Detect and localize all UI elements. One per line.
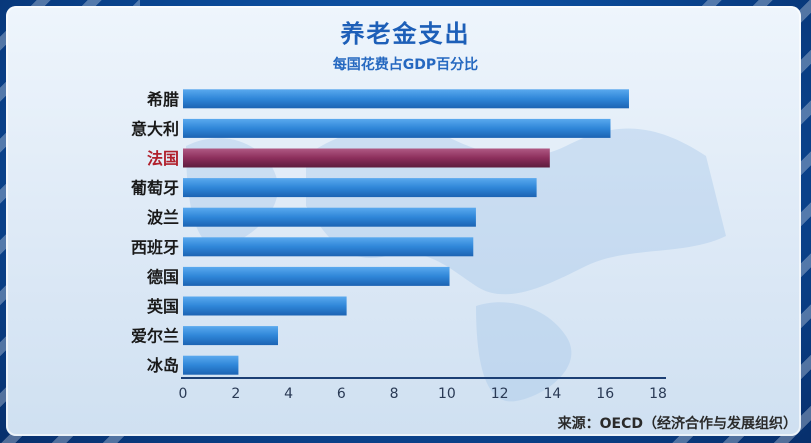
category-label: 德国: [147, 267, 179, 286]
chart-title: 养老金支出: [340, 20, 471, 48]
x-tick-label: 6: [337, 386, 346, 402]
category-label: 波兰: [147, 208, 179, 227]
category-label: 西班牙: [131, 238, 179, 257]
bar-5: [183, 207, 476, 227]
bar-1: [183, 89, 629, 109]
x-tick-label: 12: [491, 386, 509, 402]
bar-2: [183, 118, 611, 138]
category-label: 意大利: [131, 119, 179, 138]
bar-7: [183, 266, 450, 286]
x-tick-label: 4: [284, 386, 293, 402]
x-tick-label: 0: [179, 386, 188, 402]
chart-subtitle: 每国花费占GDP百分比: [332, 57, 479, 73]
category-label: 葡萄牙: [130, 179, 179, 198]
x-tick-label: 16: [596, 386, 614, 402]
source-note: 来源：OECD（经济合作与发展组织）: [557, 416, 797, 432]
bar-8: [183, 296, 347, 316]
category-label: 冰岛: [147, 356, 179, 375]
bar-3: [183, 148, 550, 168]
x-tick-label: 10: [438, 386, 456, 402]
bar-6: [183, 237, 474, 257]
x-tick-label: 14: [544, 386, 562, 402]
bar-9: [183, 326, 278, 346]
x-tick-label: 18: [649, 386, 667, 402]
x-tick-label: 2: [231, 386, 240, 402]
category-label: 希腊: [147, 90, 179, 109]
bar-10: [183, 355, 239, 375]
bar-4: [183, 178, 537, 198]
x-tick-label: 8: [390, 386, 399, 402]
category-label: 法国: [147, 149, 179, 168]
category-label: 英国: [146, 297, 179, 316]
category-label: 爱尔兰: [131, 327, 179, 346]
